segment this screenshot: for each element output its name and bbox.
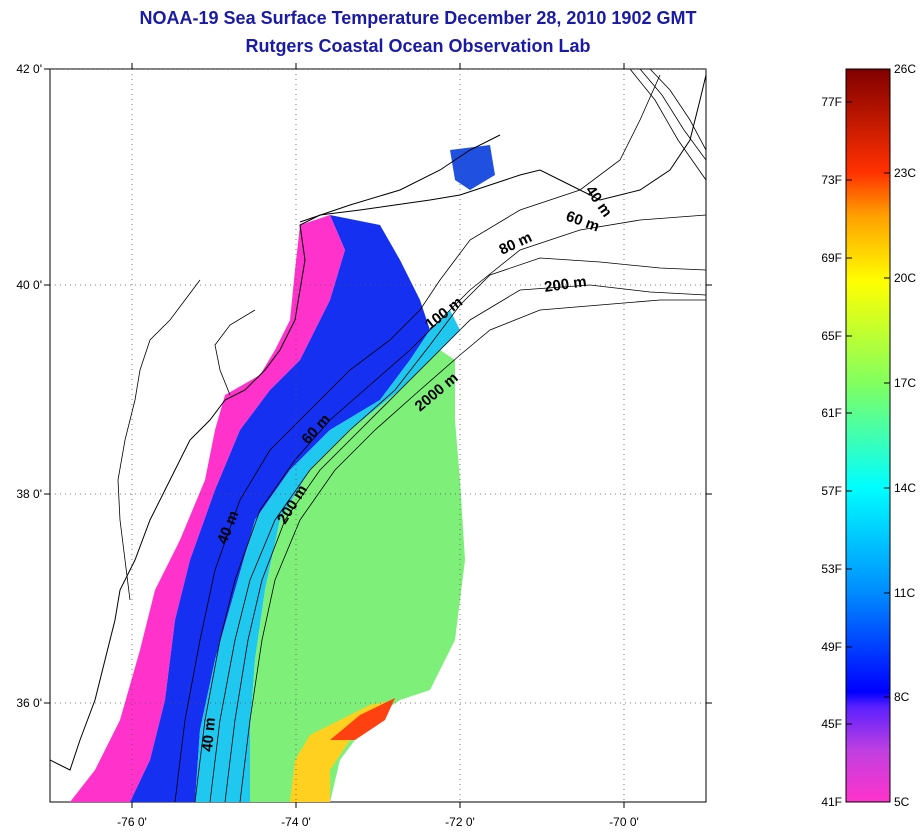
contour-label: 200 m: [543, 273, 587, 296]
lat-tick-label: 40 0': [16, 278, 42, 292]
c-label: 11C: [894, 586, 915, 600]
f-label: 53F: [821, 562, 842, 576]
f-label: 41F: [821, 795, 842, 809]
latitude-labels: 42 0' 40 0' 38 0' 36 0': [16, 62, 42, 710]
sst-green-offshore: [250, 350, 465, 802]
f-label: 45F: [821, 717, 842, 731]
graticule: [50, 69, 706, 802]
isobath-40m: [174, 74, 661, 802]
lat-tick-label: 42 0': [16, 62, 42, 76]
f-label: 73F: [821, 173, 842, 187]
f-label: 57F: [821, 484, 842, 498]
colorbar-f-ticks: [846, 101, 852, 725]
c-label: 23C: [894, 166, 916, 180]
chesapeake-bay: [117, 279, 201, 601]
isobath-2000m: [239, 299, 706, 802]
c-label: 17C: [894, 376, 916, 390]
colorbar-c-ticks: [884, 172, 890, 698]
map-subtitle: Rutgers Coastal Ocean Observation Lab: [245, 36, 591, 56]
lat-tick-label: 36 0': [16, 696, 42, 710]
f-label: 65F: [821, 329, 842, 343]
isobath-80m: [209, 257, 706, 802]
sst-red-patch: [330, 698, 395, 740]
c-label: 14C: [894, 481, 916, 495]
long-island: [299, 134, 501, 223]
sst-blue-shelf: [130, 215, 430, 802]
axis-ticks: [44, 63, 712, 808]
coastline: [50, 74, 706, 771]
lon-tick-label: -70 0': [609, 815, 639, 829]
f-label: 61F: [821, 406, 842, 420]
c-label: 8C: [894, 690, 910, 704]
c-label: 26C: [894, 62, 916, 76]
sst-cold-nearshore: [70, 215, 345, 802]
map-area: 40 m 60 m 80 m 100 m 200 m 2000 m 60 m 4…: [50, 69, 706, 802]
delaware-bay: [214, 309, 256, 396]
isobath-60m: [194, 214, 706, 802]
sst-cyan-band: [195, 310, 460, 802]
colorbar: [845, 68, 891, 803]
gulf-of-maine-contours: [629, 69, 706, 181]
f-label: 49F: [821, 640, 842, 654]
f-label: 77F: [821, 95, 842, 109]
contour-label: 40 m: [199, 717, 219, 753]
f-label: 69F: [821, 251, 842, 265]
isobath-200m: [224, 284, 706, 802]
map-title: NOAA-19 Sea Surface Temperature December…: [139, 8, 697, 28]
colorbar-c-labels: 26C 23C 20C 17C 14C 11C 8C 5C: [894, 62, 916, 809]
lon-tick-label: -76 0': [117, 815, 147, 829]
lon-tick-label: -72 0': [445, 815, 475, 829]
lat-tick-label: 38 0': [16, 487, 42, 501]
lon-tick-label: -74 0': [281, 815, 311, 829]
c-label: 20C: [894, 271, 916, 285]
longitude-labels: -76 0' -74 0' -72 0' -70 0': [117, 815, 639, 829]
colorbar-f-labels: 77F 73F 69F 65F 61F 57F 53F 49F 45F 41F: [821, 95, 842, 809]
c-label: 5C: [894, 795, 910, 809]
